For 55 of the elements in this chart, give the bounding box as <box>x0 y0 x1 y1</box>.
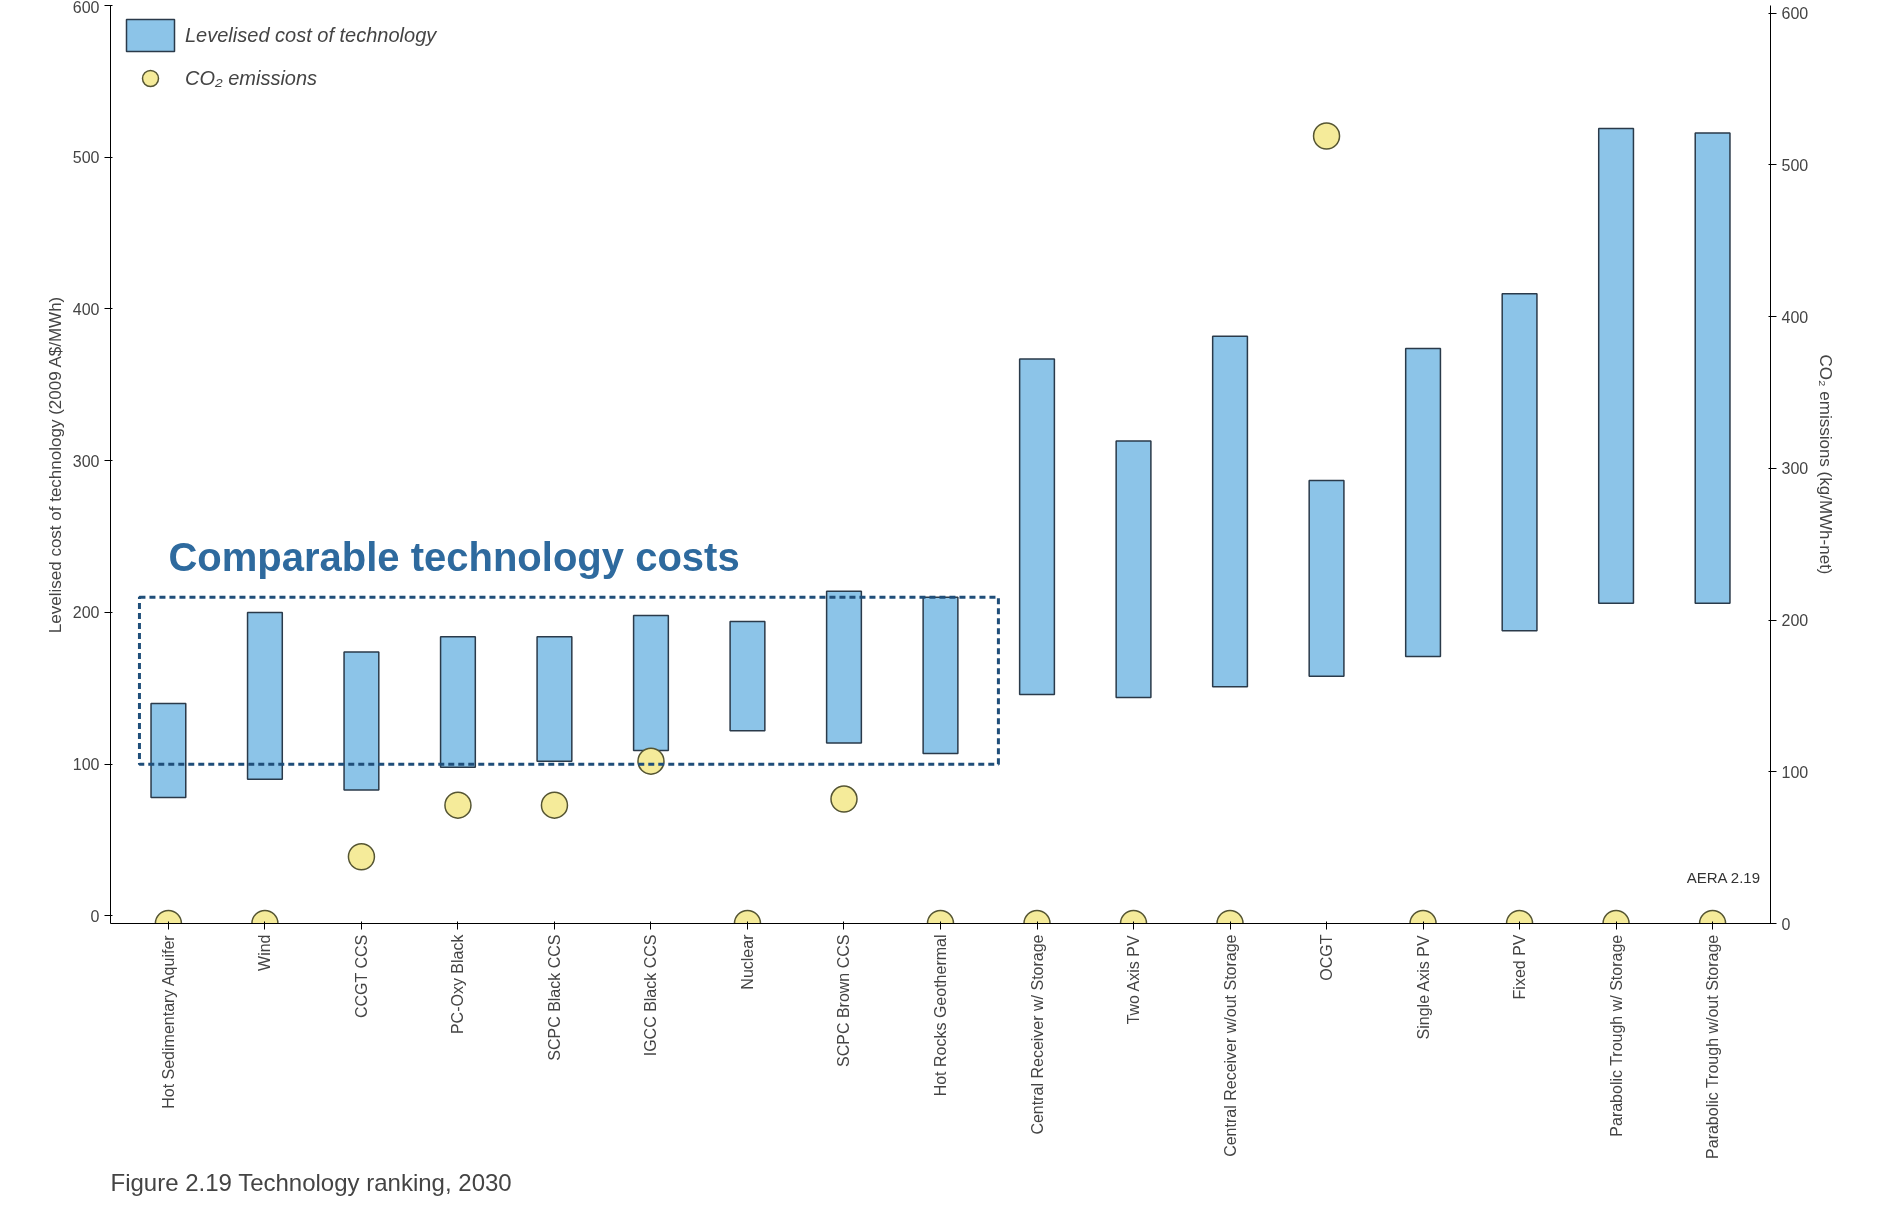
x-tick-label: SCPC Black CCS <box>545 934 563 1061</box>
y-axis-title: Levelised cost of technology (2009 A$/MWh) <box>45 296 65 634</box>
bar <box>729 620 766 732</box>
bar <box>632 614 670 752</box>
x-tick-label: Wind <box>256 934 274 971</box>
y-tick-label: 600 <box>72 0 100 16</box>
bar <box>150 702 187 799</box>
x-tick-label: Central Receiver w/ Storage <box>1028 934 1046 1135</box>
x-tick-label: Two Axis PV <box>1125 935 1143 1025</box>
y2-tick-label: 100 <box>1781 763 1809 781</box>
y2-axis-title: CO₂ emissions (kg/MWh-net) <box>1816 354 1836 575</box>
bar <box>1211 335 1249 688</box>
y-tick-label: 500 <box>72 149 100 167</box>
y-tick-label: 0 <box>90 907 100 925</box>
bar <box>922 596 959 755</box>
bar <box>343 651 380 791</box>
y2-tick-label: 600 <box>1781 5 1809 23</box>
y2-tick-label: 200 <box>1781 612 1809 630</box>
y2-tick-label: 500 <box>1781 156 1809 174</box>
bar <box>1404 347 1442 658</box>
bar <box>1501 293 1538 632</box>
x-tick-label: Parabolic Trough w/ Storage <box>1607 934 1625 1137</box>
text: Figure 2.19 Technology ranking, 2030 <box>110 1168 512 1196</box>
x-tick-label: PC-Oxy Black <box>449 933 467 1035</box>
bar <box>439 635 477 768</box>
x-tick-label: SCPC Brown CCS <box>835 934 853 1067</box>
y2-tick-label: 400 <box>1781 308 1809 326</box>
bar <box>1018 358 1056 696</box>
x-tick-label: CCGT CCS <box>352 934 370 1019</box>
bar <box>536 635 573 762</box>
x-tick-label: Hot Sedimentary Aquifer <box>159 934 177 1109</box>
x-tick-label: Fixed PV <box>1511 934 1529 1000</box>
x-tick-label: Parabolic Trough w/out Storage <box>1704 934 1722 1159</box>
x-tick-label: IGCC Black CCS <box>642 934 660 1057</box>
y-tick-label: 300 <box>72 452 100 470</box>
bar <box>1597 127 1635 605</box>
legend-label: Levelised cost of technology <box>185 23 437 47</box>
bar <box>1694 132 1731 605</box>
y2-tick-label: 0 <box>1781 915 1791 933</box>
x-tick-label: OCGT <box>1318 934 1336 981</box>
x-tick-label: Single Axis PV <box>1414 935 1432 1040</box>
bar <box>825 590 863 744</box>
y-tick-label: 200 <box>72 604 100 622</box>
y2-tick-label: 300 <box>1781 460 1809 478</box>
x-tick-label: Hot Rocks Geothermal <box>932 934 949 1097</box>
legend-label: CO₂ emissions <box>185 66 318 90</box>
bar <box>246 611 284 781</box>
bar <box>1115 440 1152 699</box>
annotation: AERA 2.19 <box>1686 868 1761 886</box>
y-tick-label: 400 <box>72 300 100 318</box>
x-tick-label: Central Receiver w/out Storage <box>1221 934 1239 1157</box>
annotation: Comparable technology costs <box>168 535 740 580</box>
x-tick-label: Nuclear <box>738 933 756 990</box>
y-tick-label: 100 <box>72 756 100 774</box>
bar <box>1308 479 1345 677</box>
